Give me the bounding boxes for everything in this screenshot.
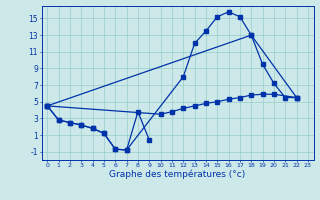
X-axis label: Graphe des températures (°c): Graphe des températures (°c) [109,170,246,179]
